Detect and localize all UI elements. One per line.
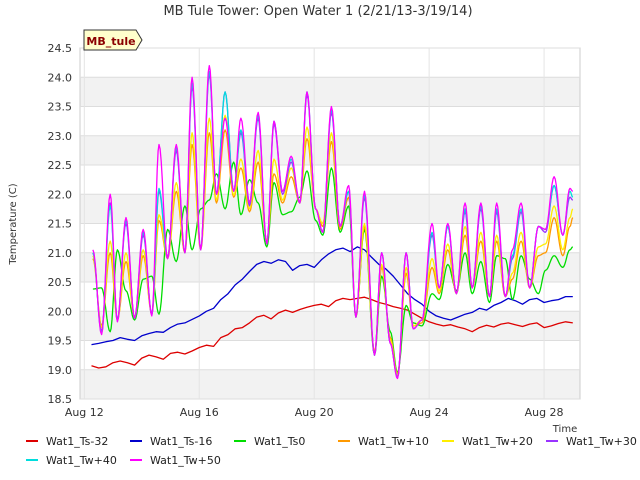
- legend-label: Wat1_Tw+40: [46, 454, 117, 467]
- legend-label: Wat1_Ts-32: [46, 435, 108, 448]
- x-axis: Aug 12 Aug 16 Aug 20 Aug 24 Aug 28: [65, 48, 564, 419]
- y-tick-label: 22.0: [48, 188, 73, 201]
- legend-item: Wat1_Ts0: [234, 435, 305, 448]
- y-tick-label: 21.0: [48, 247, 73, 260]
- y-tick-label: 23.0: [48, 130, 73, 143]
- legend-label: Wat1_Tw+30: [566, 435, 637, 448]
- station-badge: MB_tule: [83, 29, 143, 51]
- legend-label: Wat1_Tw+20: [462, 435, 533, 448]
- x-tick-label: Aug 16: [180, 406, 219, 419]
- y-tick-label: 21.5: [48, 218, 73, 231]
- legend-label: Wat1_Ts0: [254, 435, 305, 448]
- legend-item: Wat1_Ts-32: [26, 435, 108, 448]
- x-tick-label: Aug 28: [525, 406, 564, 419]
- chart-title: MB Tule Tower: Open Water 1 (2/21/13-3/1…: [163, 4, 472, 19]
- series-line-Wat1_Ts-16: [91, 246, 573, 346]
- y-tick-label: 20.5: [48, 276, 73, 289]
- background-band: [80, 369, 580, 399]
- legend-item: Wat1_Tw+10: [338, 435, 429, 448]
- series-line-Wat1_Tw+50: [92, 64, 574, 380]
- y-tick-label: 23.5: [48, 101, 73, 114]
- y-axis-label: Temperature (C): [8, 183, 19, 265]
- legend-item: Wat1_Tw+30: [546, 435, 637, 448]
- y-tick-label: 24.0: [48, 71, 73, 84]
- background-band: [80, 165, 580, 195]
- x-tick-label: Aug 12: [65, 406, 104, 419]
- background-band: [80, 77, 580, 107]
- legend-label: Wat1_Ts-16: [150, 435, 212, 448]
- y-tick-label: 18.5: [48, 393, 73, 406]
- y-tick-label: 19.0: [48, 364, 73, 377]
- badge-shape: [83, 29, 143, 51]
- legend: Wat1_Ts-32 Wat1_Ts-16 Wat1_Ts0 Wat1_Tw+10 Wa…: [26, 435, 637, 467]
- legend-item: Wat1_Tw+50: [130, 454, 221, 467]
- x-tick-label: Aug 20: [295, 406, 334, 419]
- x-tick-label: Aug 24: [410, 406, 449, 419]
- legend-label: Wat1_Tw+50: [150, 454, 221, 467]
- background-band: [80, 340, 580, 370]
- legend-item: Wat1_Ts-16: [130, 435, 212, 448]
- y-tick-label: 22.5: [48, 159, 73, 172]
- series-line-Wat1_Ts0: [92, 161, 574, 374]
- background-band: [80, 194, 580, 224]
- badge-text: MB_tule: [86, 35, 135, 48]
- series-lines: [91, 64, 574, 380]
- legend-item: Wat1_Tw+40: [26, 454, 117, 467]
- x-axis-label: Time: [552, 424, 577, 435]
- background-band: [80, 282, 580, 312]
- legend-item: Wat1_Tw+20: [442, 435, 533, 448]
- background-band: [80, 48, 580, 78]
- series-line-Wat1_Ts-32: [91, 296, 573, 369]
- y-tick-label: 24.5: [48, 42, 73, 55]
- background-band: [80, 311, 580, 341]
- y-tick-label: 20.0: [48, 305, 73, 318]
- legend-label: Wat1_Tw+10: [358, 435, 429, 448]
- y-tick-label: 19.5: [48, 335, 73, 348]
